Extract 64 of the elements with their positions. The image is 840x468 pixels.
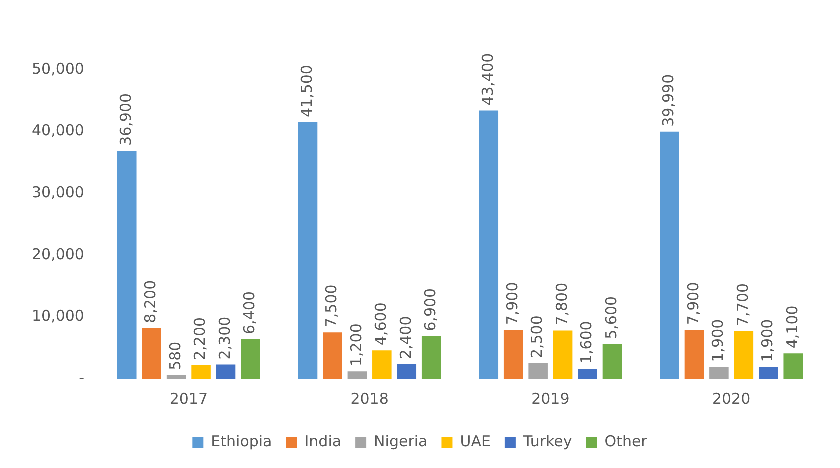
x-tick-label: 2020 xyxy=(712,390,751,408)
y-tick-label: - xyxy=(79,368,84,387)
bar xyxy=(578,369,598,379)
data-label: 580 xyxy=(166,342,184,370)
bar xyxy=(216,364,236,379)
bar xyxy=(241,339,260,379)
bar xyxy=(504,330,524,379)
data-label: 2,400 xyxy=(396,316,415,360)
data-label: 7,800 xyxy=(552,282,571,326)
data-label: 7,500 xyxy=(322,284,341,328)
data-label: 1,600 xyxy=(578,321,596,364)
data-label: 41,500 xyxy=(298,65,316,118)
bar xyxy=(166,375,186,379)
y-tick-label: 30,000 xyxy=(32,183,84,202)
data-label: 5,600 xyxy=(602,296,620,340)
bar xyxy=(684,330,704,379)
y-tick-label: 20,000 xyxy=(32,245,84,264)
bar xyxy=(479,110,499,379)
bar xyxy=(528,364,548,379)
data-label: 43,400 xyxy=(478,53,497,106)
data-label: 1,200 xyxy=(347,324,366,367)
bar xyxy=(372,350,392,379)
legend-label: Nigeria xyxy=(374,432,428,450)
data-label: 4,600 xyxy=(372,302,390,346)
data-label: 7,900 xyxy=(503,282,522,326)
bar xyxy=(553,330,573,379)
data-label: 36,900 xyxy=(117,93,136,146)
y-tick-label: 10,000 xyxy=(32,307,84,326)
bar xyxy=(759,367,778,379)
data-label: 2,300 xyxy=(216,316,234,360)
bar xyxy=(660,132,680,379)
data-label: 6,400 xyxy=(240,291,259,334)
bar xyxy=(192,365,211,379)
data-label: 7,700 xyxy=(734,283,752,326)
data-label: 39,990 xyxy=(660,74,678,127)
bar xyxy=(710,367,729,379)
bar xyxy=(142,328,162,379)
bar xyxy=(734,331,754,379)
x-tick-label: 2018 xyxy=(350,390,389,408)
legend-label: Turkey xyxy=(522,432,572,450)
legend-label: Other xyxy=(604,432,648,450)
y-tick-label: 50,000 xyxy=(32,60,84,78)
data-label: 8,200 xyxy=(142,280,160,324)
bar xyxy=(323,332,342,379)
legend-label: Ethiopia xyxy=(211,432,272,450)
data-label: 1,900 xyxy=(709,319,728,362)
bar xyxy=(602,344,622,379)
y-tick-label: 40,000 xyxy=(32,122,84,140)
data-label: 1,900 xyxy=(758,319,777,362)
data-label: 4,100 xyxy=(783,306,802,349)
bar xyxy=(397,364,417,379)
bar xyxy=(784,354,803,379)
data-label: 7,900 xyxy=(684,282,702,326)
data-label: 6,900 xyxy=(421,288,440,332)
bar xyxy=(348,372,368,379)
bar xyxy=(298,122,318,379)
data-label: 2,200 xyxy=(191,317,210,360)
legend-label: India xyxy=(304,432,342,450)
x-tick-label: 2017 xyxy=(170,390,208,408)
x-tick-label: 2019 xyxy=(532,390,570,408)
bar xyxy=(117,150,137,379)
bar xyxy=(422,336,442,379)
data-label: 2,500 xyxy=(528,316,546,359)
legend-label: UAE xyxy=(460,432,491,450)
